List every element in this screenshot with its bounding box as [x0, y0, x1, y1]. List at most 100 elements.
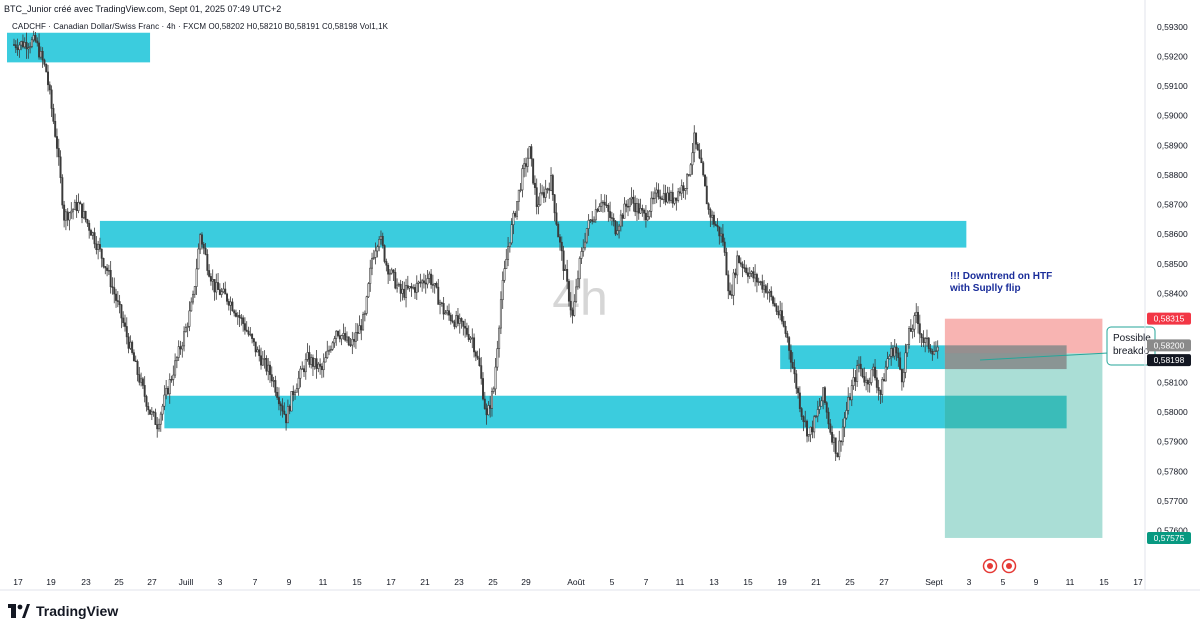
candle-body — [575, 286, 578, 303]
candle-body — [560, 241, 563, 252]
candle-body — [834, 437, 837, 454]
candle-body — [279, 403, 282, 407]
candle-body — [764, 285, 767, 293]
level-price-tag-text: 0,58200 — [1154, 340, 1185, 350]
candle-body — [779, 310, 782, 316]
candle-body — [601, 201, 604, 204]
candle-body — [161, 405, 164, 415]
candle-body — [637, 203, 640, 214]
candle-body — [641, 208, 644, 211]
candle-body — [204, 247, 207, 255]
candle-body — [931, 350, 934, 355]
candle-body — [84, 211, 87, 220]
candle-body — [385, 261, 388, 266]
candle-body — [612, 217, 615, 222]
candle-body — [897, 352, 900, 359]
price-tick-label: 0,59000 — [1157, 111, 1188, 121]
candle-body — [806, 420, 809, 437]
candle-body — [639, 208, 642, 214]
candle-body — [16, 47, 19, 51]
candle-body — [261, 358, 264, 366]
candle-body — [43, 59, 46, 65]
time-tick-label: 5 — [610, 577, 615, 587]
time-tick-label: 5 — [1001, 577, 1006, 587]
candle-body — [854, 377, 857, 382]
candle-body — [349, 344, 352, 346]
price-tick-label: 0,57600 — [1157, 526, 1188, 536]
candle-body — [448, 310, 450, 316]
candle-body — [671, 192, 674, 204]
candle-body — [682, 185, 685, 191]
price-tick-label: 0,58700 — [1157, 200, 1188, 210]
gray-overlap-zone — [944, 345, 1067, 370]
time-tick-label: 21 — [420, 577, 430, 587]
candle-body — [793, 367, 796, 375]
candle-body — [82, 211, 85, 218]
candle-body — [134, 360, 137, 363]
price-tick-label: 0,58400 — [1157, 289, 1188, 299]
candle-body — [607, 205, 610, 212]
candle-body — [13, 44, 15, 46]
candle-body — [750, 271, 753, 274]
candle-body — [653, 192, 656, 199]
time-tick-label: 17 — [13, 577, 23, 587]
candle-body — [895, 346, 898, 354]
candle-body — [337, 330, 339, 336]
candle-body — [841, 426, 844, 443]
candle-body — [496, 348, 499, 368]
candle-body — [804, 420, 807, 423]
candle-body — [530, 146, 533, 160]
candle-body — [138, 374, 141, 383]
candle-body — [523, 163, 526, 169]
candle-body — [52, 108, 55, 122]
candle-body — [772, 296, 774, 304]
candle-body — [107, 270, 110, 272]
candle-body — [156, 424, 159, 430]
candle-body — [797, 388, 800, 394]
candle-body — [193, 286, 196, 295]
candle-body — [362, 314, 365, 331]
candle-body — [720, 233, 723, 237]
candle-body — [856, 365, 859, 382]
candle-body — [596, 209, 599, 212]
candle-body — [140, 378, 143, 383]
candle-body — [125, 326, 128, 338]
time-tick-label: 7 — [644, 577, 649, 587]
candle-body — [582, 247, 585, 252]
candle-body — [478, 357, 481, 366]
supply-demand-zone[interactable] — [164, 395, 1067, 429]
candle-body — [852, 377, 855, 386]
candle-body — [510, 224, 513, 244]
candle-body — [501, 279, 504, 301]
candle-body — [816, 409, 819, 417]
take-profit-area[interactable] — [944, 353, 1103, 538]
candle-body — [129, 341, 132, 349]
candle-body — [557, 224, 560, 238]
candle-body — [242, 317, 245, 324]
time-tick-label: 3 — [967, 577, 972, 587]
candle-body — [512, 212, 515, 226]
candle-body — [453, 321, 456, 327]
candle-body — [811, 426, 814, 433]
candle-body — [297, 377, 300, 389]
candle-body — [879, 390, 882, 395]
supply-demand-zone[interactable] — [99, 220, 967, 248]
candle-body — [847, 397, 850, 411]
candle-body — [154, 412, 157, 425]
candle-body — [93, 232, 96, 245]
price-tick-label: 0,59200 — [1157, 51, 1188, 61]
price-tick-label: 0,58800 — [1157, 170, 1188, 180]
candle-body — [670, 192, 672, 201]
stop-price-tag-text: 0,58315 — [1154, 314, 1185, 324]
candle-body — [541, 192, 544, 194]
candle-body — [175, 357, 178, 362]
candle-body — [827, 411, 830, 425]
candle-body — [544, 188, 547, 198]
candle-body — [838, 440, 841, 458]
time-tick-label: Sept — [925, 577, 943, 587]
candle-body — [927, 337, 930, 349]
candle-body — [815, 415, 817, 418]
candle-body — [158, 423, 160, 430]
